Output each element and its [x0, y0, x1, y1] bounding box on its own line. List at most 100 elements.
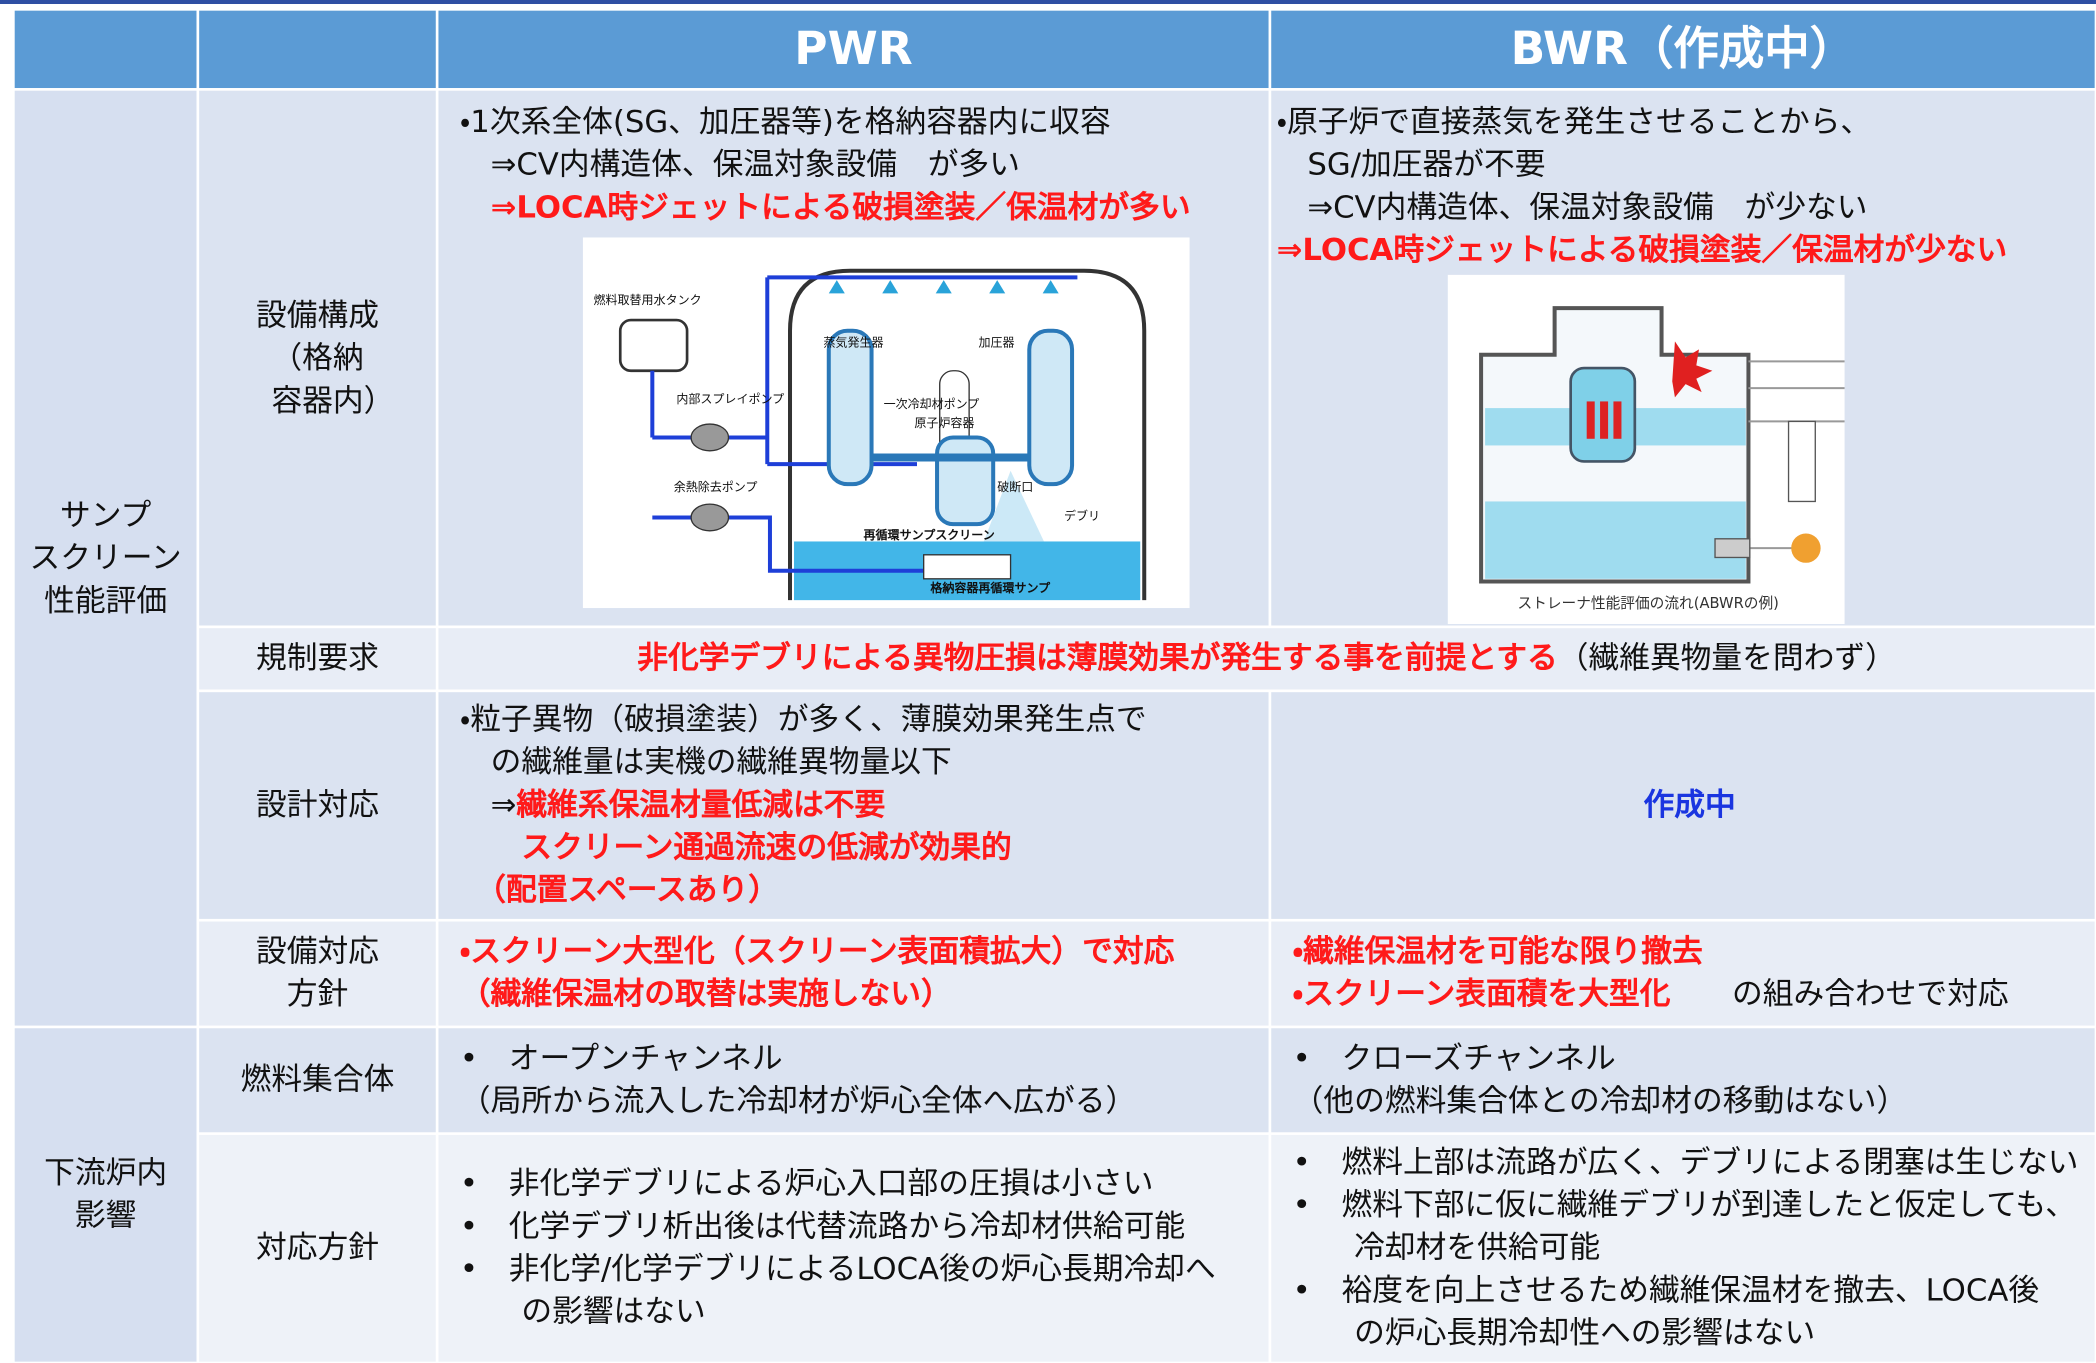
text-segment: ⇒CV内構造体、保温対象設備 が少ない	[1276, 190, 1868, 226]
text-line: 作成中	[1644, 784, 1736, 827]
diagram-label: 再循環サンプスクリーン	[864, 527, 995, 542]
spray	[882, 280, 899, 294]
text-segment: （配置スペースあり）	[459, 873, 779, 909]
text-line: の炉心長期冷却性への影響はない	[1293, 1312, 2087, 1355]
row-label: 設備構成 （格納 容器内）	[199, 90, 436, 626]
row-label: 設計対応	[199, 692, 436, 919]
text-line: • 化学デブリ析出後は代替流路から冷却材供給可能	[460, 1206, 1261, 1249]
text-segment: の繊維量は実機の繊維異物量以下	[459, 745, 952, 781]
content-cell: 作成中	[1271, 692, 2095, 919]
text-segment: • 非化学/化学デブリによるLOCA後の炉心長期冷却へ	[459, 1252, 1216, 1287]
text-line: ⇒CV内構造体、保温対象設備 が多い	[460, 144, 1261, 187]
text-line: （配置スペースあり）	[460, 870, 1261, 913]
text-segment: 非化学デブリによる異物圧損は薄膜効果が発生する事を前提とする	[637, 641, 1558, 677]
text-line: SG/加圧器が不要	[1277, 144, 2087, 187]
pump	[1791, 533, 1821, 563]
fuel	[1600, 401, 1609, 439]
text-line: • 燃料上部は流路が広く、デブリによる閉塞は生じない	[1293, 1142, 2087, 1185]
label-line: 下流炉内	[44, 1156, 168, 1191]
text-segment: • 燃料上部は流路が広く、デブリによる閉塞は生じない	[1292, 1145, 2079, 1181]
header-cell	[14, 10, 197, 89]
content-cell: • クローズチャンネル （他の燃料集合体との冷却材の移動はない）	[1271, 1028, 2095, 1133]
spray	[1042, 280, 1059, 294]
text-line: ・粒子異物（破損塗装）が多く、薄膜効果発生点で	[460, 699, 1261, 742]
text-segment: ⇒CV内構造体、保温対象設備 が多い	[459, 148, 1021, 183]
text-segment: ⇒LOCA時ジェットによる破損塗装／保温材が多い	[459, 190, 1191, 226]
suppression-pool	[1485, 501, 1746, 579]
diagram-label: 内部スプレイポンプ	[676, 392, 784, 406]
content-cell: • オープンチャンネル （局所から流入した冷却材が炉心全体へ広がる）	[438, 1028, 1269, 1133]
spray	[935, 280, 952, 294]
diagram-label: 原子炉容器	[914, 416, 974, 430]
break	[1672, 341, 1713, 398]
label-line: 影響	[74, 1198, 137, 1234]
containment	[788, 268, 1147, 601]
text-segment: • クローズチャンネル	[1292, 1041, 1616, 1077]
text-segment: ⇒	[459, 788, 517, 823]
content-cell: 非化学デブリによる異物圧損は薄膜効果が発生する事を前提とする（繊維異物量を問わず…	[438, 628, 2095, 690]
label-line: 対応方針	[255, 1230, 379, 1266]
label-line: 設備構成	[255, 298, 379, 333]
diagram-label: 加圧器	[978, 336, 1014, 350]
text-segment: （繊維異物量を問わず）	[1557, 641, 1896, 677]
diagram-label: 燃料取替用水タンク	[594, 292, 702, 307]
label-line: 容器内）	[240, 383, 395, 419]
text-segment: • 化学デブリ析出後は代替流路から冷却材供給可能	[459, 1209, 1186, 1245]
text-line: • 裕度を向上させるため繊維保温材を撤去、LOCA後	[1293, 1270, 2087, 1313]
text-segment: （繊維保温材の取替は実施しない）	[459, 977, 952, 1013]
group-label: サンプ スクリーン 性能評価	[14, 90, 197, 1026]
row-label: 燃料集合体	[199, 1028, 436, 1133]
screen	[923, 554, 1012, 580]
text-segment: ・原子炉で直接蒸気を発生させることから、	[1276, 105, 1872, 141]
row-label: 対応方針	[199, 1134, 436, 1362]
label-line: サンプ	[59, 498, 152, 533]
text-segment: の組み合わせで対応	[1670, 977, 2009, 1013]
content-cell: ・繊維保温材を可能な限り撤去 ・スクリーン表面積を大型化 の組み合わせで対応	[1271, 921, 2095, 1026]
label-line: スクリーン	[29, 540, 182, 576]
text-line: ⇒CV内構造体、保温対象設備 が少ない	[1277, 187, 2087, 230]
content-cell: ・スクリーン大型化（スクリーン表面積拡大）で対応 （繊維保温材の取替は実施しない）	[438, 921, 1269, 1026]
text-line: ⇒LOCA時ジェットによる破損塗装／保温材が少ない	[1277, 229, 2087, 272]
diagram-label: 蒸気発生器	[823, 335, 883, 350]
header-cell: PWR	[438, 10, 1269, 89]
top-bar	[0, 0, 2096, 5]
text-segment: ・スクリーン表面積を大型化	[1292, 977, 1671, 1013]
tank	[618, 318, 689, 373]
content-cell: ・原子炉で直接蒸気を発生させることから、 SG/加圧器が不要 ⇒CV内構造体、保…	[1271, 90, 2095, 626]
text-segment: スクリーン通過流速の低減が効果的	[459, 830, 1012, 866]
spray	[828, 280, 845, 294]
text-line: • 非化学デブリによる炉心入口部の圧損は小さい	[460, 1163, 1261, 1206]
strainer	[1714, 538, 1751, 559]
text-line: 冷却材を供給可能	[1293, 1227, 2087, 1270]
row-label: 規制要求	[199, 628, 436, 690]
label-line: 設計対応	[255, 788, 379, 823]
diagram-label: 格納容器再循環サンプ	[930, 580, 1051, 595]
diagram-label: 一次冷却材ポンプ	[884, 397, 980, 411]
text-line: の影響はない	[460, 1291, 1261, 1334]
label-line: 規制要求	[255, 641, 379, 677]
text-line: ・1次系全体(SG、加圧器等)を格納容器内に収容	[460, 101, 1261, 144]
text-segment: SG/加圧器が不要	[1276, 148, 1546, 183]
text-segment: ⇒LOCA時ジェットによる破損塗装／保温材が少ない	[1276, 233, 2008, 269]
diagram-label: 破断口	[997, 479, 1033, 494]
steam-generator	[1027, 328, 1075, 487]
text-line: ・スクリーン大型化（スクリーン表面積拡大）で対応	[460, 931, 1261, 974]
text-segment: 冷却材を供給可能	[1292, 1230, 1601, 1266]
text-line: ・原子炉で直接蒸気を発生させることから、	[1277, 101, 2087, 144]
text-line: ・繊維保温材を可能な限り撤去	[1293, 931, 2087, 974]
text-line: スクリーン通過流速の低減が効果的	[460, 827, 1261, 870]
pipe	[1748, 360, 1845, 550]
text-segment: ・スクリーン大型化（スクリーン表面積拡大）で対応	[459, 934, 1175, 970]
text-line: • オープンチャンネル	[460, 1038, 1261, 1081]
text-line: （他の燃料集合体との冷却材の移動はない）	[1293, 1080, 2087, 1123]
text-segment: 繊維系保温材量低減は不要	[516, 788, 886, 823]
text-segment: • オープンチャンネル	[459, 1041, 783, 1077]
header-cell: BWR（作成中）	[1271, 10, 2095, 89]
text-line: • クローズチャンネル	[1293, 1038, 2087, 1081]
content-cell: • 非化学デブリによる炉心入口部の圧損は小さい • 化学デブリ析出後は代替流路から…	[438, 1134, 1269, 1362]
diagram-label: デブリ	[1064, 508, 1100, 523]
text-segment: の影響はない	[459, 1294, 706, 1330]
content-cell: • 燃料上部は流路が広く、デブリによる閉塞は生じない • 燃料下部に仮に繊維デブリ…	[1271, 1134, 2095, 1362]
text-line: （局所から流入した冷却材が炉心全体へ広がる）	[460, 1080, 1261, 1123]
jet	[983, 470, 1044, 542]
